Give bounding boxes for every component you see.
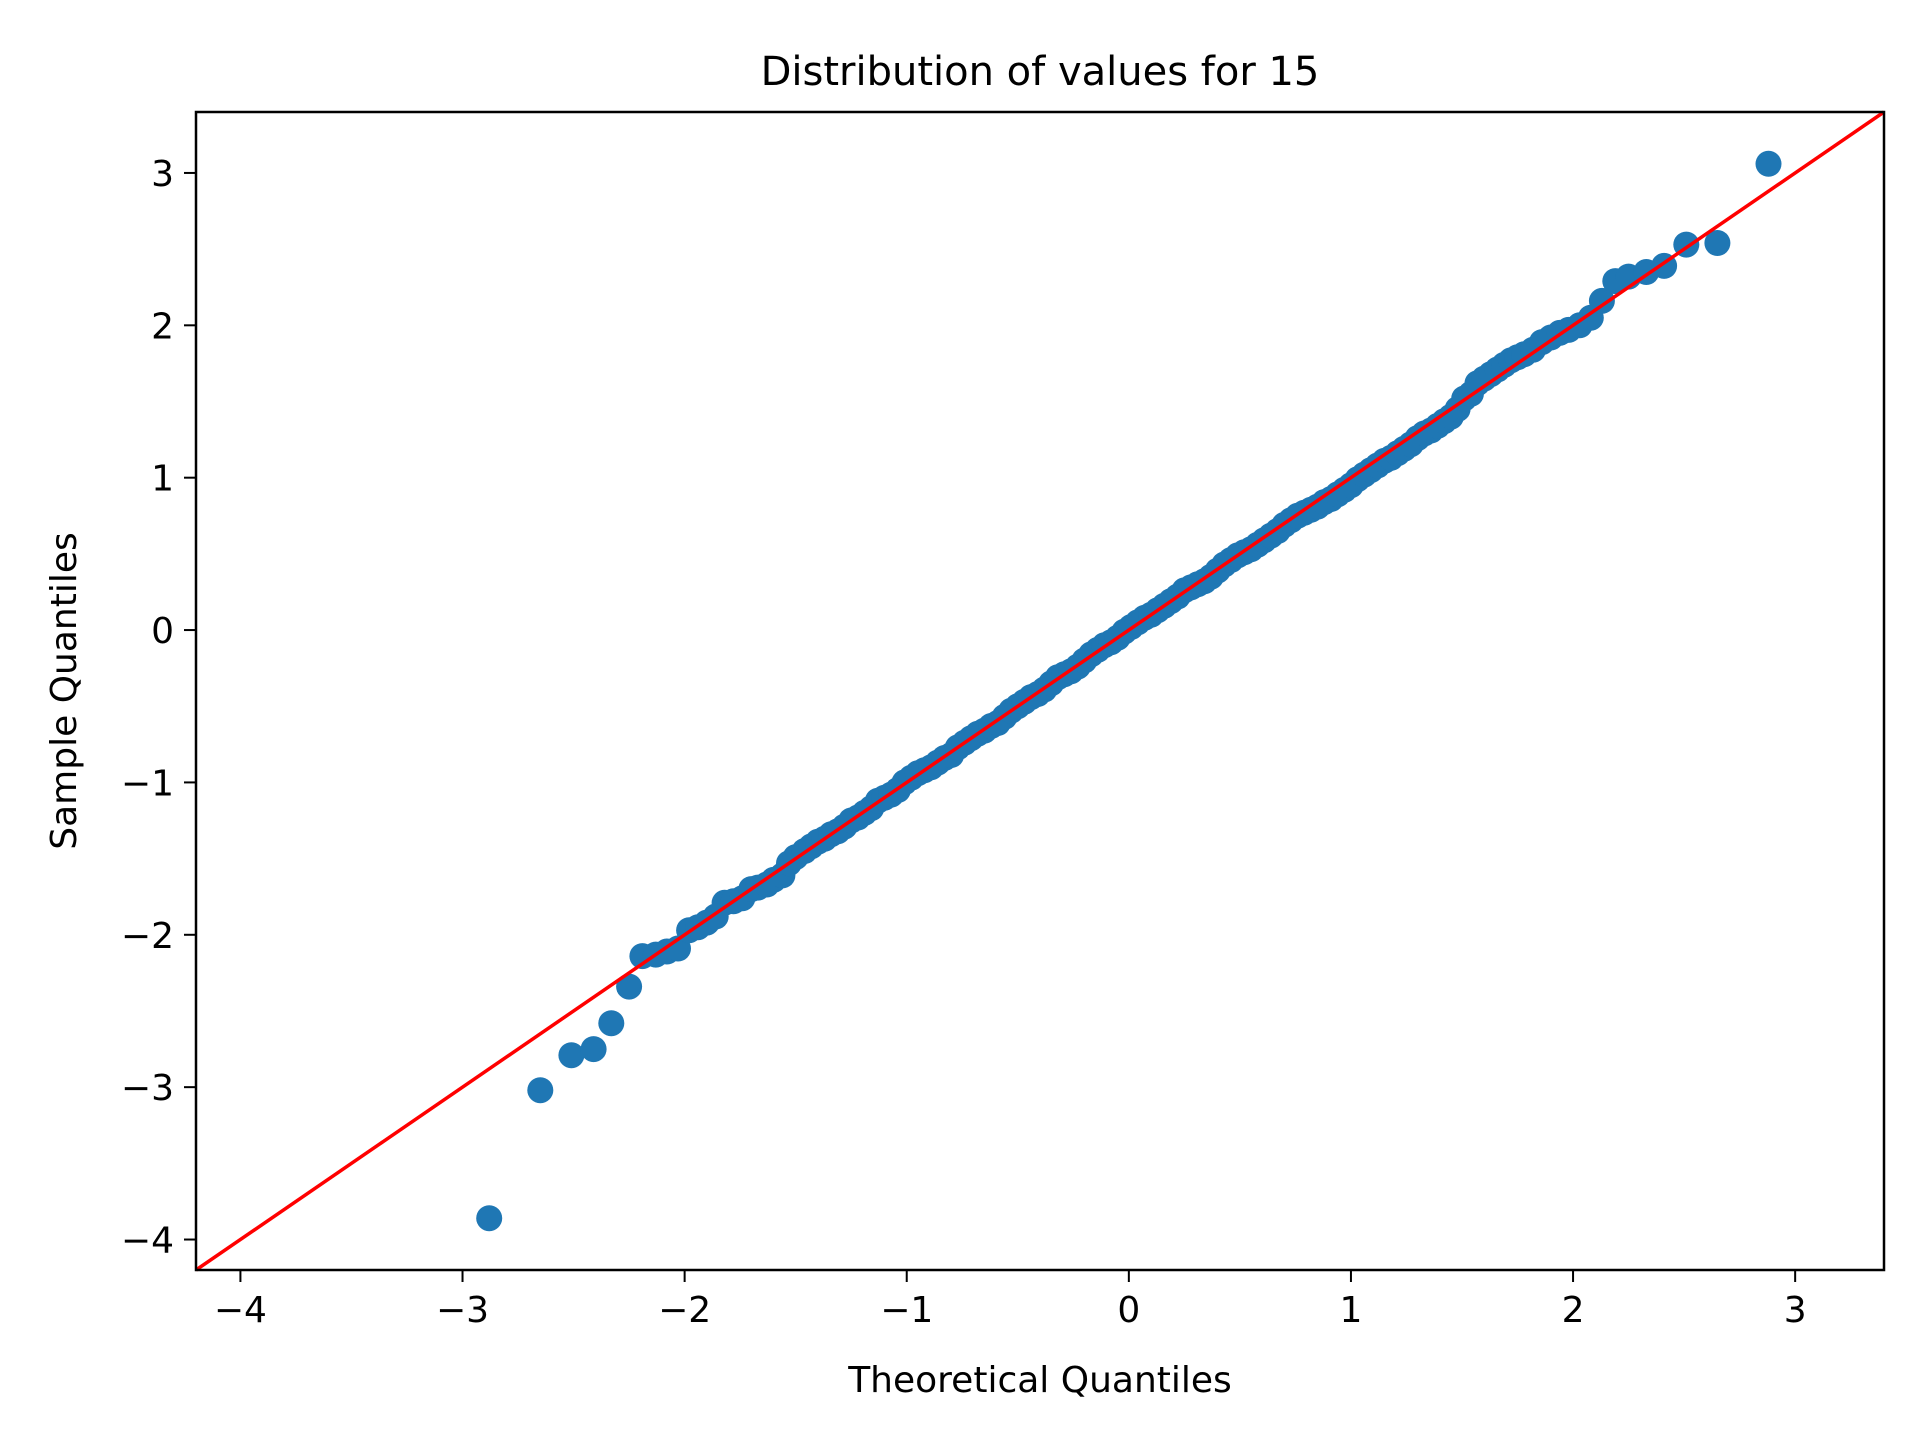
reference-line <box>195 110 1885 1272</box>
data-point <box>1755 150 1782 177</box>
plot-frame <box>194 110 1886 1272</box>
y-axis-label: Sample Quantiles <box>44 532 85 849</box>
y-tick-label: −2 <box>121 916 174 957</box>
y-tick-label: 3 <box>151 154 174 195</box>
x-axis-label: Theoretical Quantiles <box>847 1360 1232 1401</box>
x-tick-label: −3 <box>436 1290 489 1331</box>
x-axis-ticks: −4 −3 −2 −1 0 1 2 3 <box>214 1270 1807 1331</box>
y-tick-label: −4 <box>121 1221 174 1262</box>
chart-title: Distribution of values for 15 <box>761 49 1320 95</box>
data-point <box>1704 230 1731 256</box>
y-tick-label: 1 <box>151 459 174 500</box>
y-axis-ticks: −4 −3 −2 −1 0 1 2 3 <box>121 154 196 1262</box>
y-tick-label: 0 <box>151 611 174 652</box>
x-tick-label: −4 <box>214 1290 267 1331</box>
data-point <box>598 1010 625 1037</box>
x-tick-label: 2 <box>1562 1290 1585 1331</box>
reference-line-layer <box>195 110 1885 1272</box>
y-tick-label: −1 <box>121 763 174 804</box>
data-point <box>616 973 643 1000</box>
data-point <box>580 1036 607 1063</box>
data-point <box>1588 287 1615 314</box>
x-tick-label: 0 <box>1117 1290 1140 1331</box>
data-point <box>527 1077 554 1104</box>
x-tick-label: 1 <box>1339 1290 1362 1331</box>
y-tick-label: 2 <box>151 306 174 347</box>
data-points <box>476 150 1782 1232</box>
x-tick-label: 3 <box>1784 1290 1807 1331</box>
x-tick-label: −2 <box>658 1290 711 1331</box>
y-tick-label: −3 <box>121 1068 174 1109</box>
data-point <box>476 1205 503 1232</box>
x-tick-label: −1 <box>880 1290 933 1331</box>
data-point <box>558 1042 585 1069</box>
